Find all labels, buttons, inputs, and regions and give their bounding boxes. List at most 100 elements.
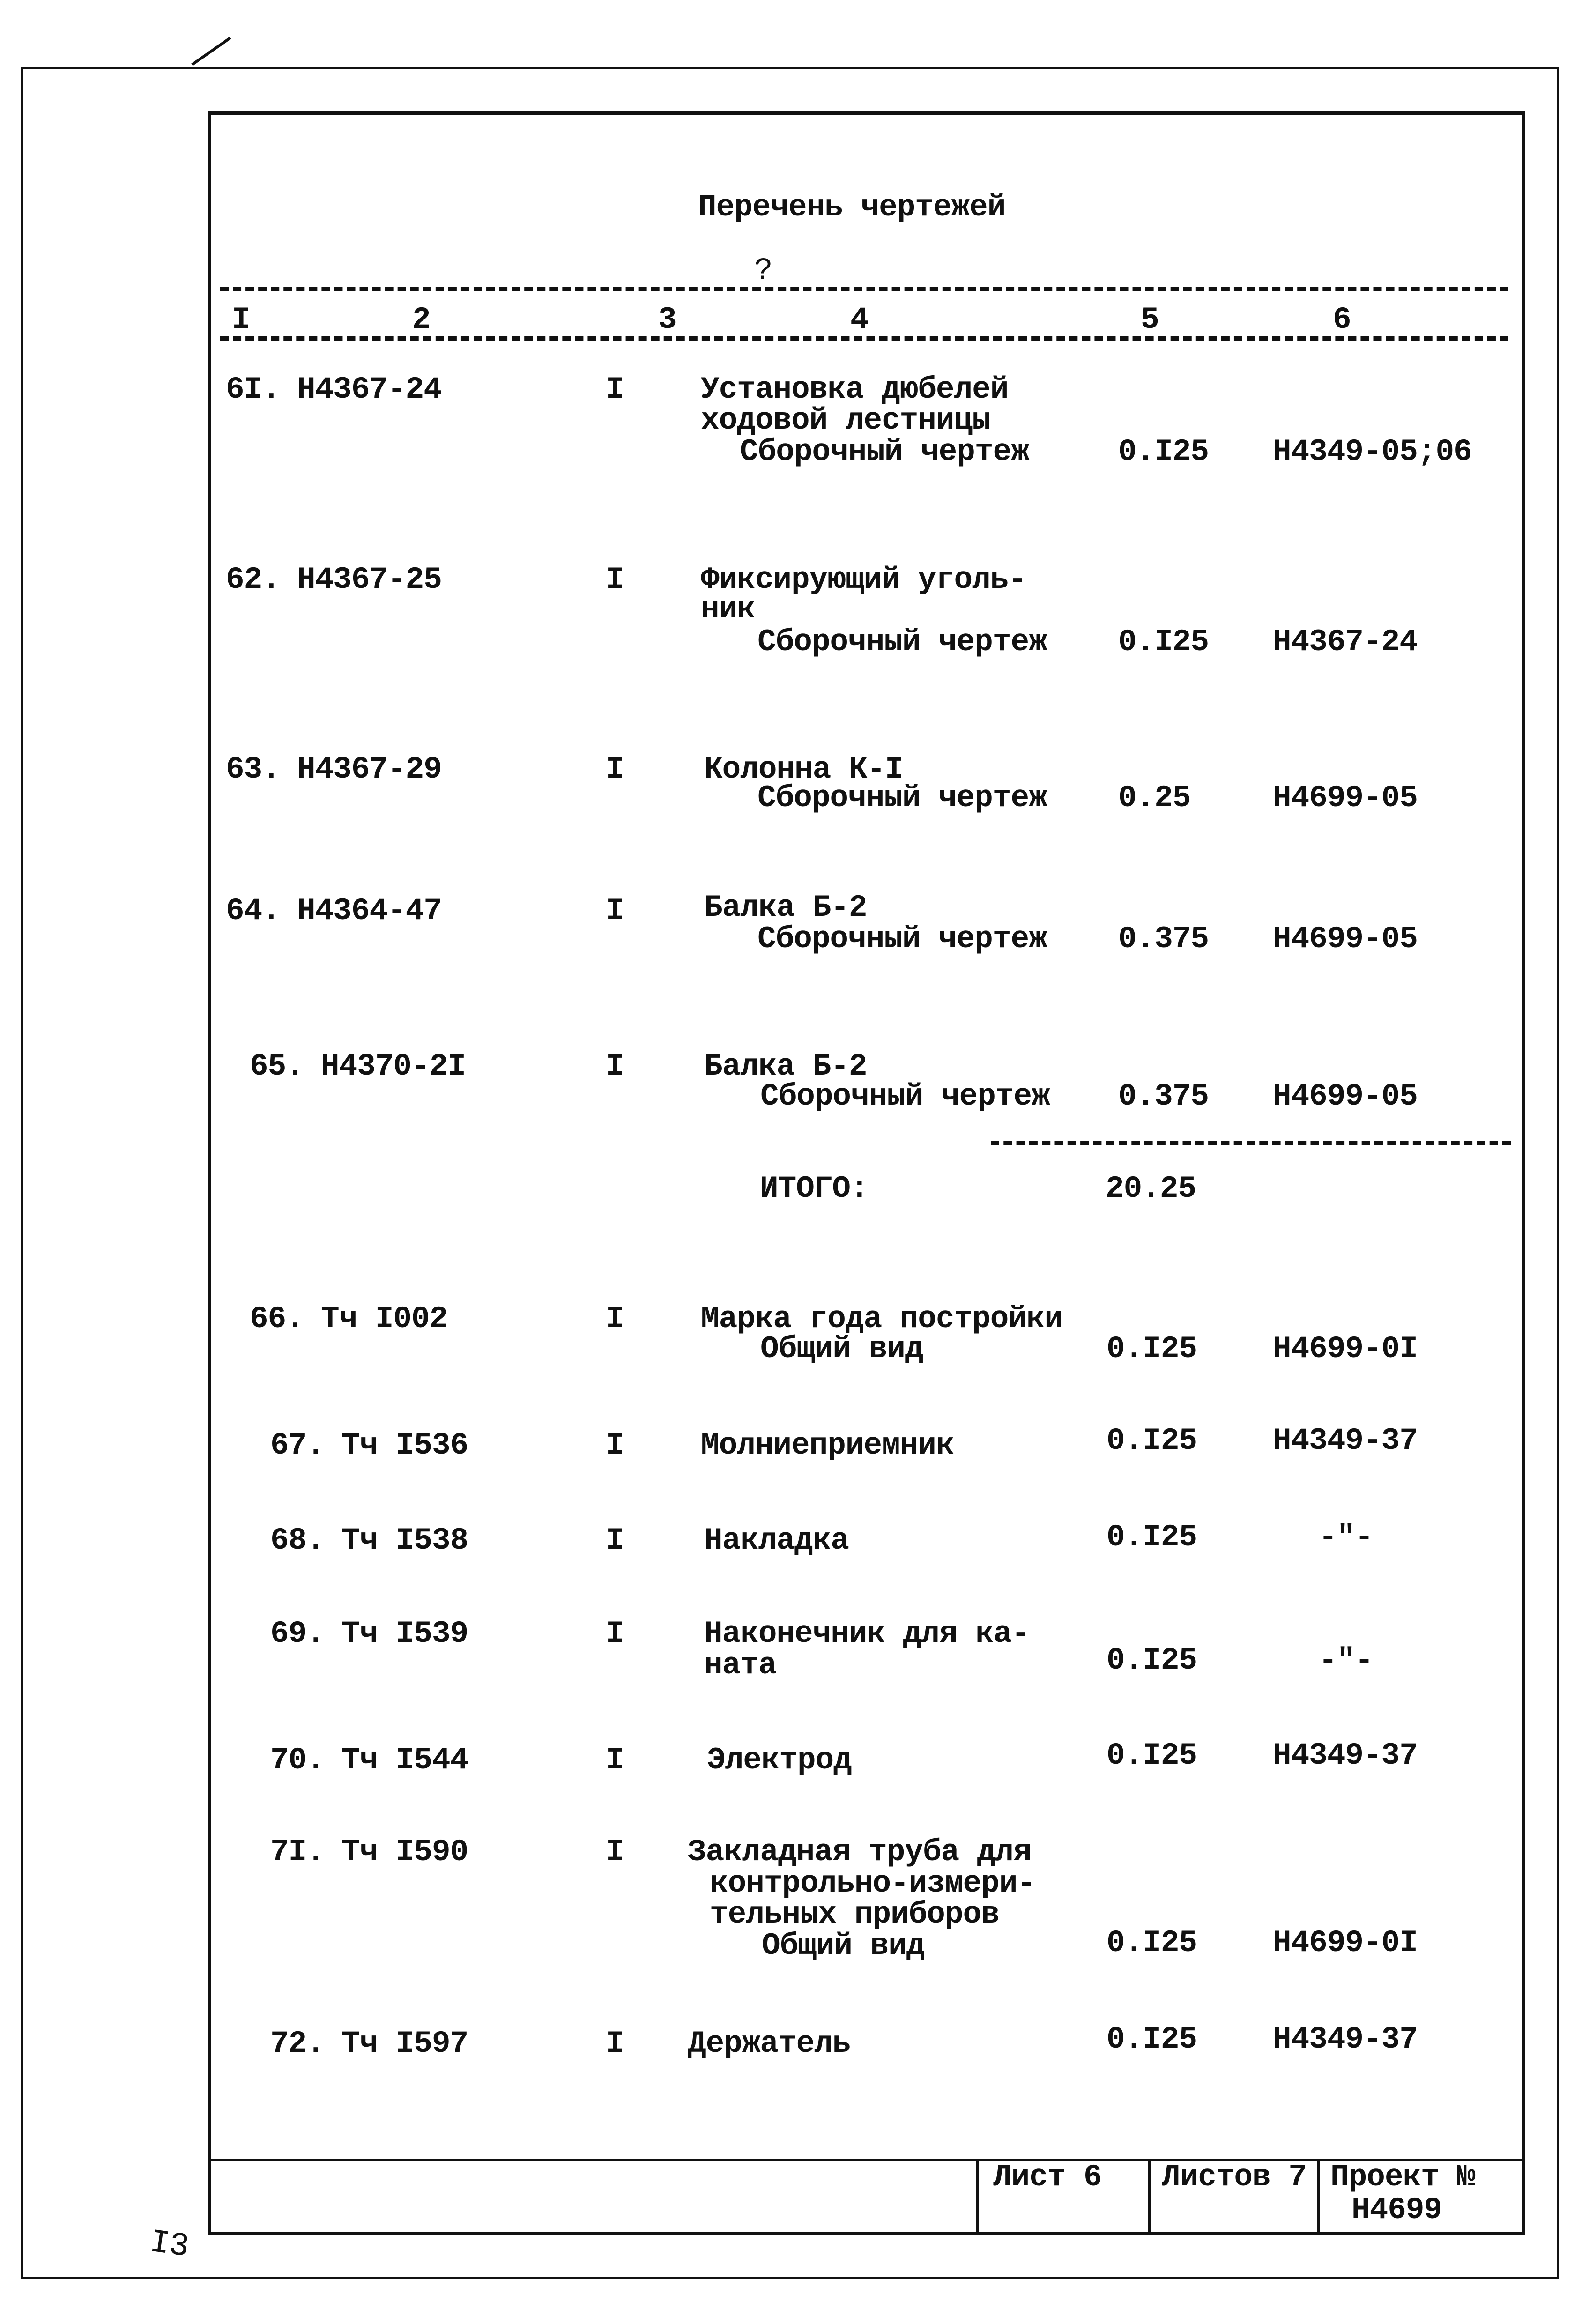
footer-sep-3 <box>1317 2159 1320 2235</box>
row-number: 72. <box>270 2026 325 2061</box>
reference-drawing: Н4699-05 <box>1273 921 1418 957</box>
reference-drawing: Н4367-24 <box>1273 624 1418 660</box>
description-line: Накладка <box>704 1523 849 1558</box>
col-header-5: 5 <box>1141 302 1159 337</box>
col-header-3: 3 <box>658 302 677 337</box>
drawing-code: Н4364-47 <box>297 893 442 928</box>
description-line: Балка Б-2 <box>704 1049 867 1084</box>
project-label: Проект № <box>1330 2160 1476 2195</box>
reference-drawing: Н4699-0I <box>1273 1331 1418 1366</box>
quantity: I <box>606 562 624 597</box>
row-number: 69. <box>270 1616 325 1651</box>
row-number: 62. <box>226 562 281 597</box>
sheet-count: 0.I25 <box>1118 434 1209 469</box>
header-bottom-divider <box>220 336 1508 341</box>
total-value: 20.25 <box>1106 1171 1196 1206</box>
reference-drawing: -"- <box>1319 1520 1374 1555</box>
description-line: Марка года постройки <box>701 1301 1063 1336</box>
sheet-count: 0.I25 <box>1106 1738 1197 1773</box>
description-line: Установка дюбелей <box>701 372 1009 407</box>
col-header-6: 6 <box>1333 302 1351 337</box>
sheet-count: 0.375 <box>1118 921 1209 957</box>
description-line: Фиксирующий уголь- <box>701 562 1027 597</box>
sheet-count: 0.I25 <box>1106 1331 1197 1366</box>
quantity: I <box>606 752 624 787</box>
description-line: Закладная труба для <box>688 1834 1032 1870</box>
sheet-number: Лист 6 <box>993 2160 1102 2195</box>
quantity: I <box>606 372 624 407</box>
sheet-count: 0.I25 <box>1106 1925 1197 1960</box>
description-line: Общий вид <box>762 1928 925 1963</box>
description-line: Сборочный чертеж <box>760 1079 1050 1114</box>
sheet-count: 0.375 <box>1118 1079 1209 1114</box>
quantity: I <box>606 1428 624 1463</box>
sheet-count: 0.I25 <box>1106 2022 1197 2057</box>
drawing-code: Тч I597 <box>342 2026 468 2061</box>
sheet-count: 0.I25 <box>1106 1423 1197 1458</box>
footer-sep-1 <box>976 2159 979 2235</box>
reference-drawing: Н4349-37 <box>1273 2022 1418 2057</box>
header-top-divider <box>220 287 1508 291</box>
row-number: 66. <box>250 1301 304 1336</box>
quantity: I <box>606 1301 624 1336</box>
col-header-4: 4 <box>850 302 869 337</box>
footer-divider <box>208 2159 1525 2161</box>
drawing-code: Тч I538 <box>342 1523 468 1558</box>
drawing-code: Тч I002 <box>321 1301 448 1336</box>
description-line: ходовой лестницы <box>701 403 991 438</box>
description-line: Колонна К-I <box>704 752 904 787</box>
sheet-count: 0.25 <box>1118 780 1191 816</box>
project-number: Н4699 <box>1351 2192 1442 2227</box>
row-number: 67. <box>270 1428 325 1463</box>
row-number: 7I. <box>270 1834 325 1870</box>
reference-drawing: Н4349-05;06 <box>1273 434 1472 469</box>
description-line: тельных приборов <box>710 1897 1000 1932</box>
reference-drawing: Н4699-05 <box>1273 1079 1418 1114</box>
drawing-code: Тч I544 <box>342 1743 468 1778</box>
page-title: Перечень чертежей <box>698 190 1006 225</box>
drawing-code: Н4370-2I <box>321 1049 466 1084</box>
drawing-code: Тч I536 <box>342 1428 468 1463</box>
outer-border <box>21 67 1559 2279</box>
description-line: ник <box>701 592 756 627</box>
description-line: Балка Б-2 <box>704 890 867 925</box>
row-number: 6I. <box>226 372 281 407</box>
sheet-count: 0.I25 <box>1106 1520 1197 1555</box>
row-number: 63. <box>226 752 281 787</box>
question-mark: ? <box>754 253 773 288</box>
reference-drawing: Н4699-0I <box>1273 1925 1418 1960</box>
reference-drawing: Н4349-37 <box>1273 1738 1418 1773</box>
sheet-count: 0.I25 <box>1118 624 1209 660</box>
drawing-code: Н4367-25 <box>297 562 442 597</box>
description-line: Держатель <box>688 2026 851 2061</box>
description-line: Наконечник для ка- <box>704 1616 1030 1651</box>
row-number: 68. <box>270 1523 325 1558</box>
sheets-total: Листов 7 <box>1162 2160 1307 2195</box>
row-number: 64. <box>226 893 281 928</box>
reference-drawing: Н4349-37 <box>1273 1423 1418 1458</box>
quantity: I <box>606 2026 624 2061</box>
description-line: Сборочный чертеж <box>757 921 1047 957</box>
quantity: I <box>606 893 624 928</box>
corner-mark <box>191 37 231 66</box>
quantity: I <box>606 1523 624 1558</box>
reference-drawing: -"- <box>1319 1643 1374 1678</box>
drawing-code: Н4367-29 <box>297 752 442 787</box>
reference-drawing: Н4699-05 <box>1273 780 1418 816</box>
description-line: Общий вид <box>760 1331 923 1366</box>
drawing-code: Тч I590 <box>342 1834 468 1870</box>
total-label: ИТОГО: <box>760 1171 869 1206</box>
quantity: I <box>606 1834 624 1870</box>
description-line: контрольно-измери- <box>710 1866 1036 1901</box>
sheet-count: 0.I25 <box>1106 1643 1197 1678</box>
margin-note: I3 <box>147 2224 191 2266</box>
subtotal-divider <box>991 1141 1511 1145</box>
drawing-frame <box>208 111 1525 2235</box>
description-line: Сборочный чертеж <box>757 780 1047 816</box>
description-line: Молниеприемник <box>701 1428 954 1463</box>
quantity: I <box>606 1616 624 1651</box>
description-line: Электрод <box>707 1743 852 1778</box>
footer-sep-2 <box>1148 2159 1151 2235</box>
quantity: I <box>606 1743 624 1778</box>
drawing-code: Тч I539 <box>342 1616 468 1651</box>
